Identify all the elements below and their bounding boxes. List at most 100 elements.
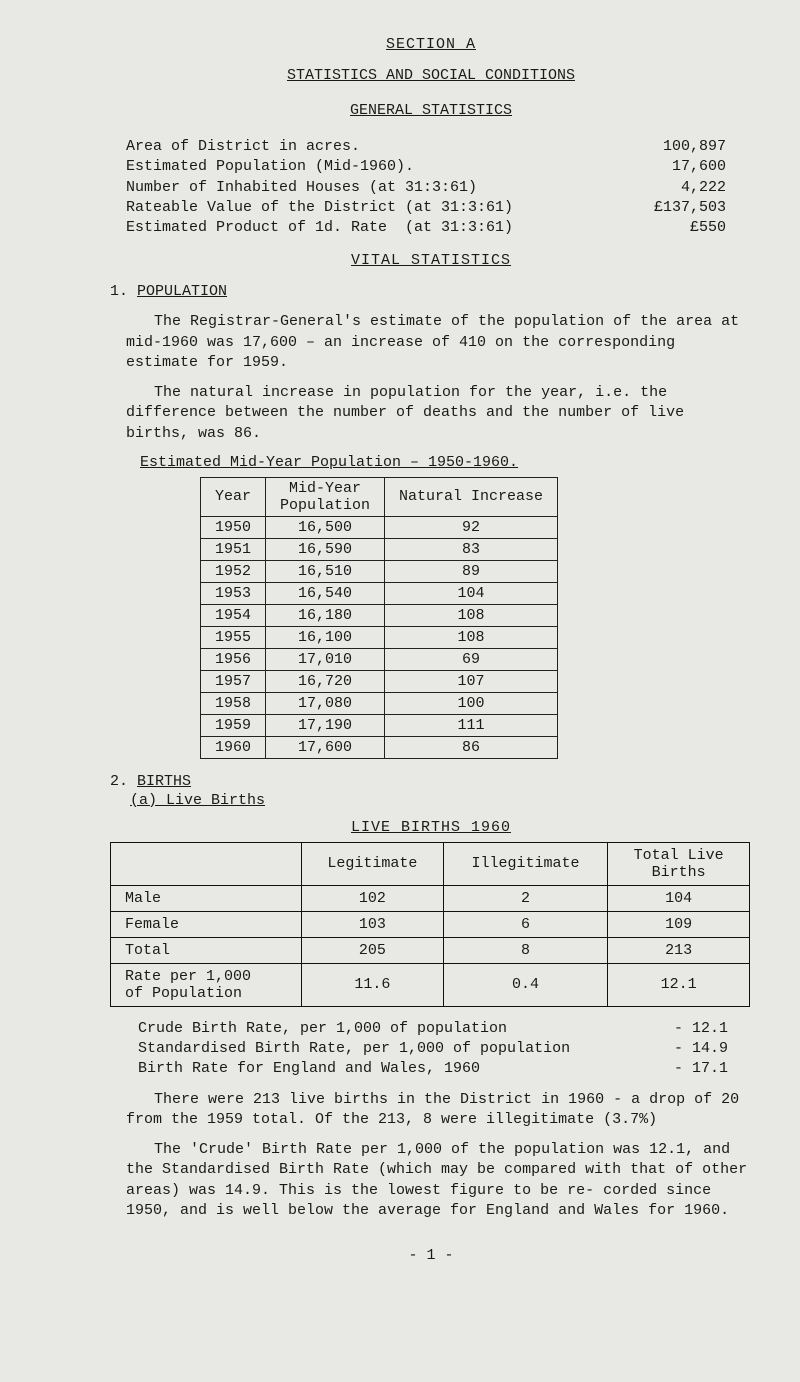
population-heading-text: POPULATION bbox=[137, 283, 227, 300]
cell: 8 bbox=[443, 937, 608, 963]
live-births-caption-text: LIVE BIRTHS 1960 bbox=[351, 819, 511, 836]
table-row: 195817,080100 bbox=[201, 692, 558, 714]
main-title-text: STATISTICS AND SOCIAL CONDITIONS bbox=[287, 67, 575, 84]
stat-value: £550 bbox=[616, 218, 726, 238]
crude-row: Crude Birth Rate, per 1,000 of populatio… bbox=[138, 1019, 728, 1039]
crude-label: Crude Birth Rate, per 1,000 of populatio… bbox=[138, 1019, 507, 1039]
crude-value: - 14.9 bbox=[674, 1039, 728, 1059]
cell: 102 bbox=[302, 885, 444, 911]
col-legit: Legitimate bbox=[302, 842, 444, 885]
cell: 16,720 bbox=[266, 670, 385, 692]
cell: 89 bbox=[385, 560, 558, 582]
general-stats: Area of District in acres. 100,897 Estim… bbox=[126, 137, 752, 238]
col-blank bbox=[111, 842, 302, 885]
table-total-row: Total 205 8 213 bbox=[111, 937, 750, 963]
births-heading-text: BIRTHS bbox=[137, 773, 191, 790]
cell: 0.4 bbox=[443, 963, 608, 1006]
cell: 69 bbox=[385, 648, 558, 670]
vital-heading: VITAL STATISTICS bbox=[110, 252, 752, 269]
stat-label: Area of District in acres. bbox=[126, 137, 360, 157]
cell: 108 bbox=[385, 604, 558, 626]
cell: 111 bbox=[385, 714, 558, 736]
table-rate-row: Rate per 1,000 of Population 11.6 0.4 12… bbox=[111, 963, 750, 1006]
cell: 17,190 bbox=[266, 714, 385, 736]
cell: 109 bbox=[608, 911, 750, 937]
table-row: 195216,51089 bbox=[201, 560, 558, 582]
cell: 16,100 bbox=[266, 626, 385, 648]
pop-num: 1. bbox=[110, 283, 137, 300]
estimated-heading-text: Estimated Mid-Year Population – 1950-196… bbox=[140, 454, 518, 471]
crude-value: - 17.1 bbox=[674, 1059, 728, 1079]
cell: 108 bbox=[385, 626, 558, 648]
cell: 1957 bbox=[201, 670, 266, 692]
cell: 1952 bbox=[201, 560, 266, 582]
live-births-sub: (a) Live Births bbox=[130, 792, 752, 809]
crude-row: Standardised Birth Rate, per 1,000 of po… bbox=[138, 1039, 728, 1059]
table-header-row: Year Mid-Year Population Natural Increas… bbox=[201, 477, 558, 516]
section-label: SECTION A bbox=[110, 36, 752, 53]
births-para-2: The 'Crude' Birth Rate per 1,000 of the … bbox=[126, 1140, 752, 1221]
table-row: 195716,720107 bbox=[201, 670, 558, 692]
table-row: 195116,59083 bbox=[201, 538, 558, 560]
stat-label: Estimated Population (Mid-1960). bbox=[126, 157, 414, 177]
estimated-table: Year Mid-Year Population Natural Increas… bbox=[200, 477, 558, 759]
cell: Rate per 1,000 of Population bbox=[111, 963, 302, 1006]
table-row: 195416,180108 bbox=[201, 604, 558, 626]
stat-value: 17,600 bbox=[616, 157, 726, 177]
cell: 16,540 bbox=[266, 582, 385, 604]
page: SECTION A STATISTICS AND SOCIAL CONDITIO… bbox=[0, 0, 800, 1382]
stat-label: Estimated Product of 1d. Rate (at 31:3:6… bbox=[126, 218, 513, 238]
cell: 205 bbox=[302, 937, 444, 963]
cell: 83 bbox=[385, 538, 558, 560]
stat-row: Area of District in acres. 100,897 bbox=[126, 137, 726, 157]
stat-row: Estimated Population (Mid-1960). 17,600 bbox=[126, 157, 726, 177]
col-midyear: Mid-Year Population bbox=[266, 477, 385, 516]
crude-label: Birth Rate for England and Wales, 1960 bbox=[138, 1059, 480, 1079]
cell: 213 bbox=[608, 937, 750, 963]
table-row: 195917,190111 bbox=[201, 714, 558, 736]
cell: 1959 bbox=[201, 714, 266, 736]
population-heading: 1. POPULATION bbox=[110, 283, 752, 300]
births-heading: 2. BIRTHS bbox=[110, 773, 752, 790]
vital-heading-text: VITAL STATISTICS bbox=[351, 252, 511, 269]
cell: 17,600 bbox=[266, 736, 385, 758]
cell: 1953 bbox=[201, 582, 266, 604]
cell: 17,080 bbox=[266, 692, 385, 714]
cell: 2 bbox=[443, 885, 608, 911]
col-illegit: Illegitimate bbox=[443, 842, 608, 885]
stat-value: 4,222 bbox=[616, 178, 726, 198]
cell: 104 bbox=[385, 582, 558, 604]
table-row: 195016,50092 bbox=[201, 516, 558, 538]
general-heading: GENERAL STATISTICS bbox=[110, 102, 752, 119]
crude-value: - 12.1 bbox=[674, 1019, 728, 1039]
cell: 6 bbox=[443, 911, 608, 937]
crude-row: Birth Rate for England and Wales, 1960 -… bbox=[138, 1059, 728, 1079]
births-para-1: There were 213 live births in the Distri… bbox=[126, 1090, 752, 1131]
table-header-row: Legitimate Illegitimate Total Live Birth… bbox=[111, 842, 750, 885]
col-year: Year bbox=[201, 477, 266, 516]
cell: 86 bbox=[385, 736, 558, 758]
stat-row: Rateable Value of the District (at 31:3:… bbox=[126, 198, 726, 218]
population-para-1: The Registrar-General's estimate of the … bbox=[126, 312, 752, 373]
live-births-sub-text: (a) Live Births bbox=[130, 792, 265, 809]
cell: 104 bbox=[608, 885, 750, 911]
table-row: Female 103 6 109 bbox=[111, 911, 750, 937]
table-row: 195516,100108 bbox=[201, 626, 558, 648]
cell: 12.1 bbox=[608, 963, 750, 1006]
section-label-text: SECTION A bbox=[386, 36, 476, 53]
cell: 1958 bbox=[201, 692, 266, 714]
cell: 1960 bbox=[201, 736, 266, 758]
cell: 100 bbox=[385, 692, 558, 714]
stat-value: £137,503 bbox=[616, 198, 726, 218]
col-total: Total Live Births bbox=[608, 842, 750, 885]
cell: Male bbox=[111, 885, 302, 911]
cell: 16,510 bbox=[266, 560, 385, 582]
cell: 1956 bbox=[201, 648, 266, 670]
cell: 92 bbox=[385, 516, 558, 538]
live-births-caption: LIVE BIRTHS 1960 bbox=[110, 819, 752, 836]
cell: 107 bbox=[385, 670, 558, 692]
cell: 103 bbox=[302, 911, 444, 937]
cell: 16,590 bbox=[266, 538, 385, 560]
col-increase: Natural Increase bbox=[385, 477, 558, 516]
crude-label: Standardised Birth Rate, per 1,000 of po… bbox=[138, 1039, 570, 1059]
